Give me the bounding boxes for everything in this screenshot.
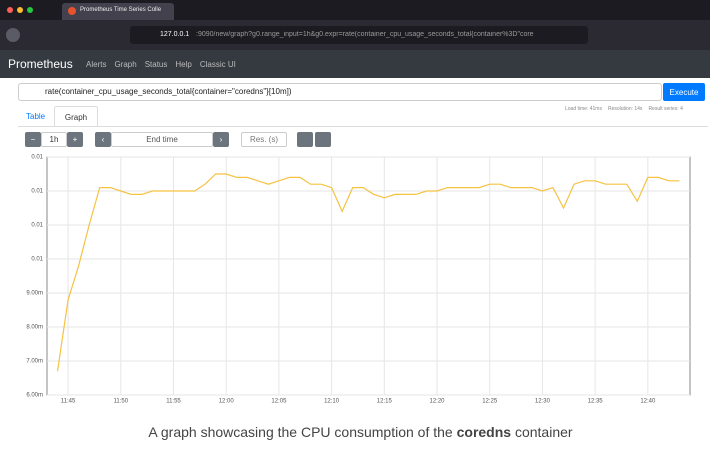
resolution-input[interactable]: Res. (s) [241, 132, 287, 147]
y-tick-label: 0.01 [31, 223, 43, 229]
close-dot[interactable] [7, 7, 13, 13]
favicon [68, 7, 76, 15]
x-tick-label: 11:50 [113, 399, 128, 405]
caption-text: A graph showcasing the CPU consumption o… [148, 424, 457, 440]
stat: Result series: 4 [648, 106, 683, 112]
range-plus[interactable]: + [67, 132, 83, 147]
query-expression: rate(container_cpu_usage_seconds_total{c… [45, 87, 292, 96]
nav-bar: 127.0.0.1 :9090/new/graph?g0.range_input… [0, 20, 710, 50]
prometheus-navbar: Prometheus Alerts Graph Status Help Classic … [0, 50, 710, 78]
x-tick-label: 12:30 [535, 399, 551, 405]
stats: Load time: 41ms Resolution: 14s Result ser… [565, 106, 683, 112]
range-input[interactable]: 1h [41, 132, 67, 147]
y-tick-label: 0.01 [31, 155, 43, 161]
next-button[interactable]: › [213, 132, 229, 147]
range-minus[interactable]: − [25, 132, 41, 147]
url-host: 127.0.0.1 [160, 31, 190, 38]
y-tick-label: 6.00m [26, 393, 43, 399]
x-tick-label: 12:15 [377, 399, 393, 405]
graph-tab[interactable]: Graph [54, 106, 98, 127]
stat: Resolution: 14s [607, 106, 643, 112]
table-tab[interactable]: Table [26, 112, 46, 121]
tab-title: Prometheus Time Series Colle [80, 7, 162, 13]
x-tick-label: 11:55 [166, 399, 181, 405]
plot-frame [46, 156, 691, 396]
stat: Load time: 41ms [565, 106, 602, 112]
x-tick-label: 12:05 [271, 399, 287, 405]
nav-link[interactable]: Status [144, 60, 168, 69]
caption-text: container [511, 424, 573, 440]
content [0, 78, 710, 408]
y-tick-label: 9.00m [26, 291, 43, 297]
execute-button[interactable]: Execute [663, 83, 705, 101]
x-tick-label: 11:45 [61, 399, 76, 405]
query-input[interactable]: rate(container_cpu_usage_seconds_total{c… [18, 83, 662, 101]
graph: 6.00m 7.00m 8.00m 9.00m 0.01 0.01 0.01 0.01 11:4… [26, 155, 691, 405]
caption: A graph showcasing the CPU consumption o… [0, 424, 721, 440]
y-tick-label: 7.00m [26, 359, 43, 365]
url-rest: :9090/new/graph?g0.range_input=1h&g0.exp… [196, 31, 534, 38]
y-tick-label: 8.00m [26, 325, 43, 331]
tab-divider [18, 126, 708, 127]
line-mode-button[interactable] [297, 132, 313, 147]
nav-link[interactable]: Classic UI [199, 60, 236, 69]
x-tick-label: 12:10 [324, 399, 340, 405]
min-dot[interactable] [17, 7, 23, 13]
brand[interactable]: Prometheus [8, 57, 73, 71]
y-tick-label: 0.01 [31, 257, 43, 263]
end-time-input[interactable]: End time [111, 132, 213, 147]
x-tick-label: 12:20 [430, 399, 446, 405]
max-dot[interactable] [27, 7, 33, 13]
y-tick-label: 0.01 [31, 189, 43, 195]
x-tick-label: 12:40 [640, 399, 656, 405]
x-tick-label: 12:35 [588, 399, 604, 405]
nav-link[interactable]: Alerts [86, 60, 107, 69]
tab[interactable]: Prometheus Time Series Colle [62, 3, 174, 20]
tab-bar: Prometheus Time Series Colle [0, 0, 710, 20]
caption-bold: coredns [456, 424, 512, 440]
nav-links: Alerts Graph Status Help Classic UI [86, 60, 236, 69]
x-tick-label: 12:00 [219, 399, 235, 405]
x-tick-label: 12:25 [482, 399, 498, 405]
back-button[interactable] [6, 28, 20, 42]
url-bar[interactable]: 127.0.0.1 :9090/new/graph?g0.range_input… [130, 26, 588, 44]
series-line [56, 173, 680, 372]
nav-link[interactable]: Help [175, 60, 192, 69]
nav-link[interactable]: Graph [114, 60, 137, 69]
prev-button[interactable]: ‹ [95, 132, 111, 147]
stacked-mode-button[interactable] [315, 132, 331, 147]
